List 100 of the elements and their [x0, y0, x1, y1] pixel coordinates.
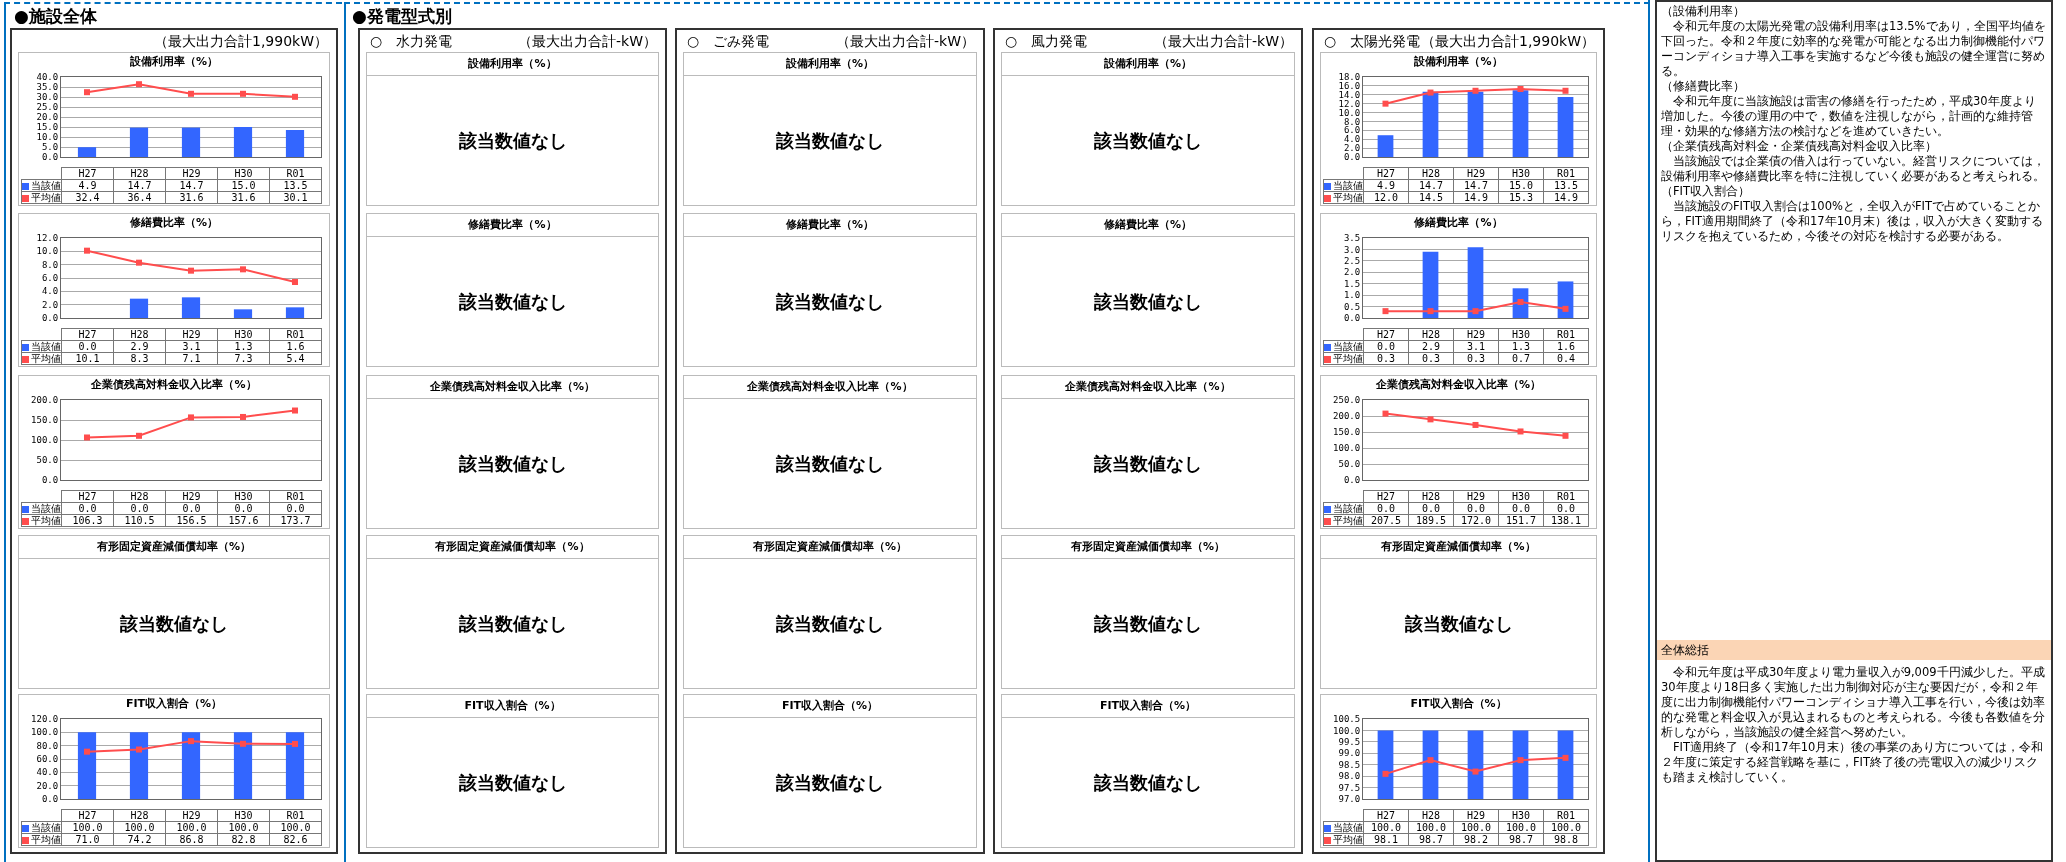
text: ○ 風力発電 [1005, 32, 1088, 51]
legend-label: 平均値 [1333, 192, 1363, 203]
text: （FIT収入割合） [1661, 184, 1752, 199]
point [1382, 770, 1389, 777]
y-tick-label: 150.0 [1333, 427, 1361, 438]
chart-title: 設備利用率（%） [128, 54, 219, 68]
category-label: H28 [1421, 329, 1441, 340]
y-tick-label: 10.0 [1338, 107, 1361, 118]
data-label: 0.0 [165, 502, 218, 515]
y-tick-label: 0.0 [1343, 152, 1361, 163]
category-label: R01 [286, 810, 305, 821]
text: 該当数値なし [458, 770, 567, 795]
text: 該当数値なし [776, 611, 884, 636]
y-tick-label: 4.0 [1343, 134, 1361, 145]
point [240, 266, 246, 273]
data-label: 98.8 [1543, 833, 1589, 846]
data-label: 157.6 [217, 514, 270, 527]
text: 当該施設では企業債の借入は行っていない。経営リスクについては，設備利用率や修繕費比率を特に注視していく必要があると考えられる。 [1661, 154, 2046, 184]
y-tick-label: 14.0 [1338, 89, 1361, 100]
legend-label: 当該値 [1333, 822, 1363, 833]
y-tick-label: 0.0 [41, 794, 59, 805]
y-tick-label: 120.0 [31, 714, 59, 725]
y-tick-label: 10.0 [36, 132, 59, 143]
y-tick-label: 99.0 [1338, 748, 1361, 759]
category-label: H30 [234, 491, 253, 502]
point [1517, 757, 1524, 764]
data-label: 1.3 [1498, 340, 1544, 353]
data-label: 106.3 [61, 514, 114, 527]
y-tick-label: 0.5 [1343, 301, 1361, 312]
y-tick-label: 4.0 [41, 286, 59, 297]
category-label: H27 [1376, 329, 1396, 340]
bar [285, 307, 305, 318]
chart-title: 設備利用率（%） [1413, 54, 1503, 68]
data-label: 15.3 [1498, 191, 1544, 204]
y-tick-label: 1.0 [1343, 290, 1361, 301]
y-tick-label: 3.5 [1343, 233, 1361, 244]
category-label: H28 [1421, 810, 1441, 821]
data-label: 100.0 [113, 821, 166, 834]
y-tick-label: 40.0 [36, 72, 59, 83]
bar [1557, 97, 1574, 157]
point [136, 81, 142, 88]
data-label: 100.0 [217, 821, 270, 834]
chart-title: FIT収入割合（%） [1410, 696, 1507, 710]
bar [1557, 281, 1574, 318]
text: 令和元年度に当該施設は雷害の修繕を行ったため，平成30年度より増加した。今後の運用の中で，数値を注視しながら，計画的な維持管理・効果的な修繕方法の検討などを進めていきたい。 [1661, 94, 2037, 139]
y-tick-label: 97.5 [1338, 782, 1361, 793]
data-label: 0.3 [1408, 352, 1454, 365]
text: 該当数値なし [1404, 611, 1513, 636]
data-label: 3.1 [1453, 340, 1499, 353]
category-label: H29 [182, 810, 201, 821]
category-label: H27 [78, 810, 97, 821]
y-tick-label: 99.5 [1338, 737, 1361, 748]
bar [285, 130, 305, 157]
y-tick-label: 20.0 [36, 780, 59, 791]
text: （最大出力合計1,990kW） [1420, 32, 1595, 51]
category-label: R01 [286, 168, 305, 179]
y-tick-label: 0.0 [41, 475, 59, 486]
chart-title: 修繕費比率（%） [128, 215, 219, 229]
category-label: R01 [286, 329, 305, 340]
data-label: 0.0 [1363, 340, 1409, 353]
text: 該当数値なし [1094, 128, 1202, 153]
bar [181, 297, 201, 318]
y-tick-label: 0.0 [41, 152, 59, 163]
y-tick-label: 100.0 [31, 435, 59, 446]
data-label: 0.0 [1363, 502, 1409, 515]
data-label: 173.7 [269, 514, 322, 527]
y-tick-label: 100.0 [1333, 725, 1361, 736]
bar [1422, 91, 1439, 157]
text: 有形固定資産減価償却率（%） [19, 536, 329, 559]
data-label: 100.0 [61, 821, 114, 834]
data-label: 14.7 [113, 179, 166, 192]
text: 該当数値なし [458, 451, 567, 476]
point [1517, 86, 1524, 92]
y-tick-label: 18.0 [1338, 72, 1361, 83]
category-label: H29 [182, 329, 201, 340]
legend-label: 当該値 [31, 180, 61, 191]
bar [233, 127, 253, 157]
category-label: H28 [130, 168, 149, 179]
y-tick-label: 1.5 [1343, 278, 1361, 289]
legend-label: 当該値 [31, 503, 61, 514]
y-tick-label: 3.0 [1343, 244, 1361, 255]
y-tick-label: 50.0 [36, 455, 59, 466]
category-label: H28 [130, 810, 149, 821]
bar [1512, 90, 1529, 157]
data-label: 0.0 [1543, 502, 1589, 515]
text: ●施設全体 [14, 6, 97, 26]
category-label: H28 [130, 491, 149, 502]
data-label: 98.7 [1498, 833, 1544, 846]
legend-label: 当該値 [1333, 503, 1363, 514]
bar [181, 127, 201, 157]
chart-title: FIT収入割合（%） [125, 696, 223, 710]
y-tick-label: 200.0 [31, 395, 59, 406]
category-label: R01 [1556, 810, 1576, 821]
category-label: H30 [1511, 329, 1531, 340]
chart-title: 企業債残高対料金収入比率（%） [90, 377, 257, 391]
y-tick-label: 100.0 [31, 727, 59, 738]
point [136, 432, 142, 439]
data-label: 100.0 [1453, 821, 1499, 834]
data-label: 138.1 [1543, 514, 1589, 527]
text: 該当数値なし [120, 611, 228, 636]
